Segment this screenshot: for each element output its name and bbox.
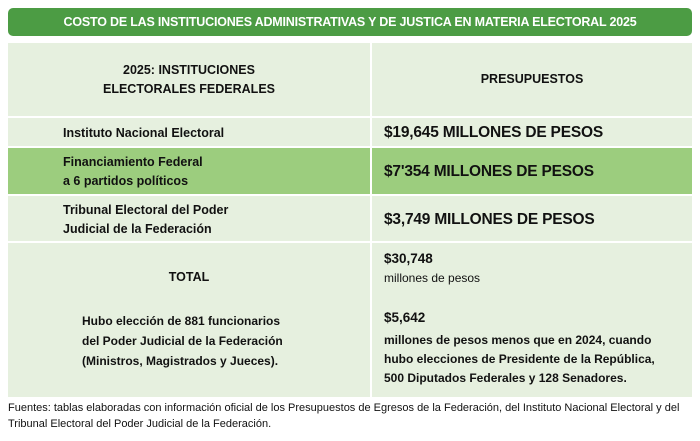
row-name: Instituto Nacional Electoral: [8, 118, 370, 148]
table-row-tribunal: Tribunal Electoral del Poder Judicial de…: [8, 194, 692, 243]
table-header-row: 2025: INSTITUCIONES ELECTORALES FEDERALE…: [8, 43, 692, 116]
row-name-line1: Financiamiento Federal: [63, 155, 203, 169]
header-institutions-line2: ELECTORALES FEDERALES: [102, 81, 275, 96]
row-name: Tribunal Electoral del Poder Judicial de…: [8, 196, 370, 243]
total-left-cell: TOTAL Hubo elección de 881 funcionarios …: [8, 243, 370, 397]
total-right-cell: $30,748 millones de pesos $5,642 millone…: [370, 243, 692, 397]
row-name: Financiamiento Federal a 6 partidos polí…: [8, 148, 370, 196]
row-name-line2: Judicial de la Federación: [63, 221, 212, 236]
header-budgets: PRESUPUESTOS: [370, 43, 692, 116]
header-budgets-label: PRESUPUESTOS: [480, 72, 584, 86]
sources-footnote: Fuentes: tablas elaboradas con informaci…: [8, 402, 680, 430]
table-row-financing: Financiamiento Federal a 6 partidos polí…: [8, 146, 692, 196]
difference-line: hubo elecciones de Presidente de la Repú…: [384, 352, 655, 366]
difference-line: millones de pesos menos que en 2024, cua…: [384, 333, 652, 347]
table-row-ine: Instituto Nacional Electoral $19,645 MIL…: [8, 116, 692, 148]
difference-text: millones de pesos menos que en 2024, cua…: [384, 331, 655, 388]
total-note-line: del Poder Judicial de la Federación: [82, 334, 283, 348]
row-name-line2: a 6 partidos políticos: [63, 174, 189, 188]
total-unit: millones de pesos: [384, 271, 481, 285]
row-name-line1: Tribunal Electoral del Poder: [63, 202, 229, 217]
row-amount-value: $19,645 MILLONES DE PESOS: [384, 124, 603, 141]
total-amount: $30,748: [384, 251, 433, 266]
row-amount-value: $7'354 MILLONES DE PESOS: [384, 163, 594, 180]
total-note-line: Hubo elección de 881 funcionarios: [82, 314, 281, 328]
table-row-total: TOTAL Hubo elección de 881 funcionarios …: [8, 241, 692, 397]
header-institutions: 2025: INSTITUCIONES ELECTORALES FEDERALE…: [8, 43, 370, 116]
row-amount: $3,749 MILLONES DE PESOS: [370, 196, 692, 243]
row-amount-value: $3,749 MILLONES DE PESOS: [384, 210, 595, 228]
difference-line: 500 Diputados Federales y 128 Senadores.: [384, 371, 627, 385]
total-note: Hubo elección de 881 funcionarios del Po…: [82, 311, 283, 371]
row-amount: $19,645 MILLONES DE PESOS: [370, 118, 692, 148]
total-note-line: (Ministros, Magistrados y Jueces).: [82, 354, 279, 368]
table-title-bar: COSTO DE LAS INSTITUCIONES ADMINISTRATIV…: [8, 8, 692, 36]
total-label: TOTAL: [168, 270, 210, 284]
table-title: COSTO DE LAS INSTITUCIONES ADMINISTRATIV…: [63, 15, 637, 29]
row-amount: $7'354 MILLONES DE PESOS: [370, 148, 692, 196]
row-name-line1: Instituto Nacional Electoral: [63, 125, 225, 140]
difference-amount: $5,642: [384, 310, 426, 325]
header-institutions-line1: 2025: INSTITUCIONES: [123, 62, 255, 77]
